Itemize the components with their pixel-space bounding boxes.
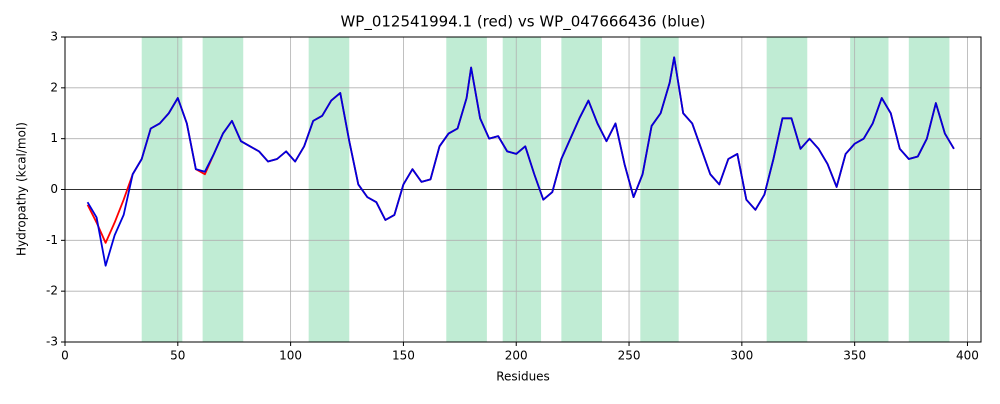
x-tick-label: 350 bbox=[843, 349, 866, 363]
y-tick-label: -3 bbox=[46, 335, 58, 349]
x-tick-label: 200 bbox=[505, 349, 528, 363]
series-line bbox=[86, 56, 955, 267]
chart-title: WP_012541994.1 (red) vs WP_047666436 (bl… bbox=[340, 13, 705, 32]
plot-frame bbox=[64, 36, 982, 343]
x-tick-label: 300 bbox=[730, 349, 753, 363]
y-tick-label: 3 bbox=[50, 30, 58, 44]
y-tick-label: -1 bbox=[46, 233, 58, 247]
plot-area: 0 50 100 150 200 250 300 350 400 -3 -2 -1 0 1 2 3 bbox=[46, 30, 982, 363]
x-tick-label: 250 bbox=[618, 349, 641, 363]
x-tick-label: 0 bbox=[61, 349, 69, 363]
x-tick-label: 100 bbox=[279, 349, 302, 363]
y-tick-label: -2 bbox=[46, 284, 58, 298]
x-tick-label: 400 bbox=[956, 349, 979, 363]
y-tick-label: 0 bbox=[50, 182, 58, 196]
x-tick-label: 50 bbox=[170, 349, 185, 363]
x-axis-label: Residues bbox=[496, 370, 550, 384]
x-tick-label: 150 bbox=[392, 349, 415, 363]
y-axis-label: Hydropathy (kcal/mol) bbox=[15, 122, 29, 256]
y-tick-label: 1 bbox=[50, 131, 58, 145]
y-tick-label: 2 bbox=[50, 80, 58, 94]
